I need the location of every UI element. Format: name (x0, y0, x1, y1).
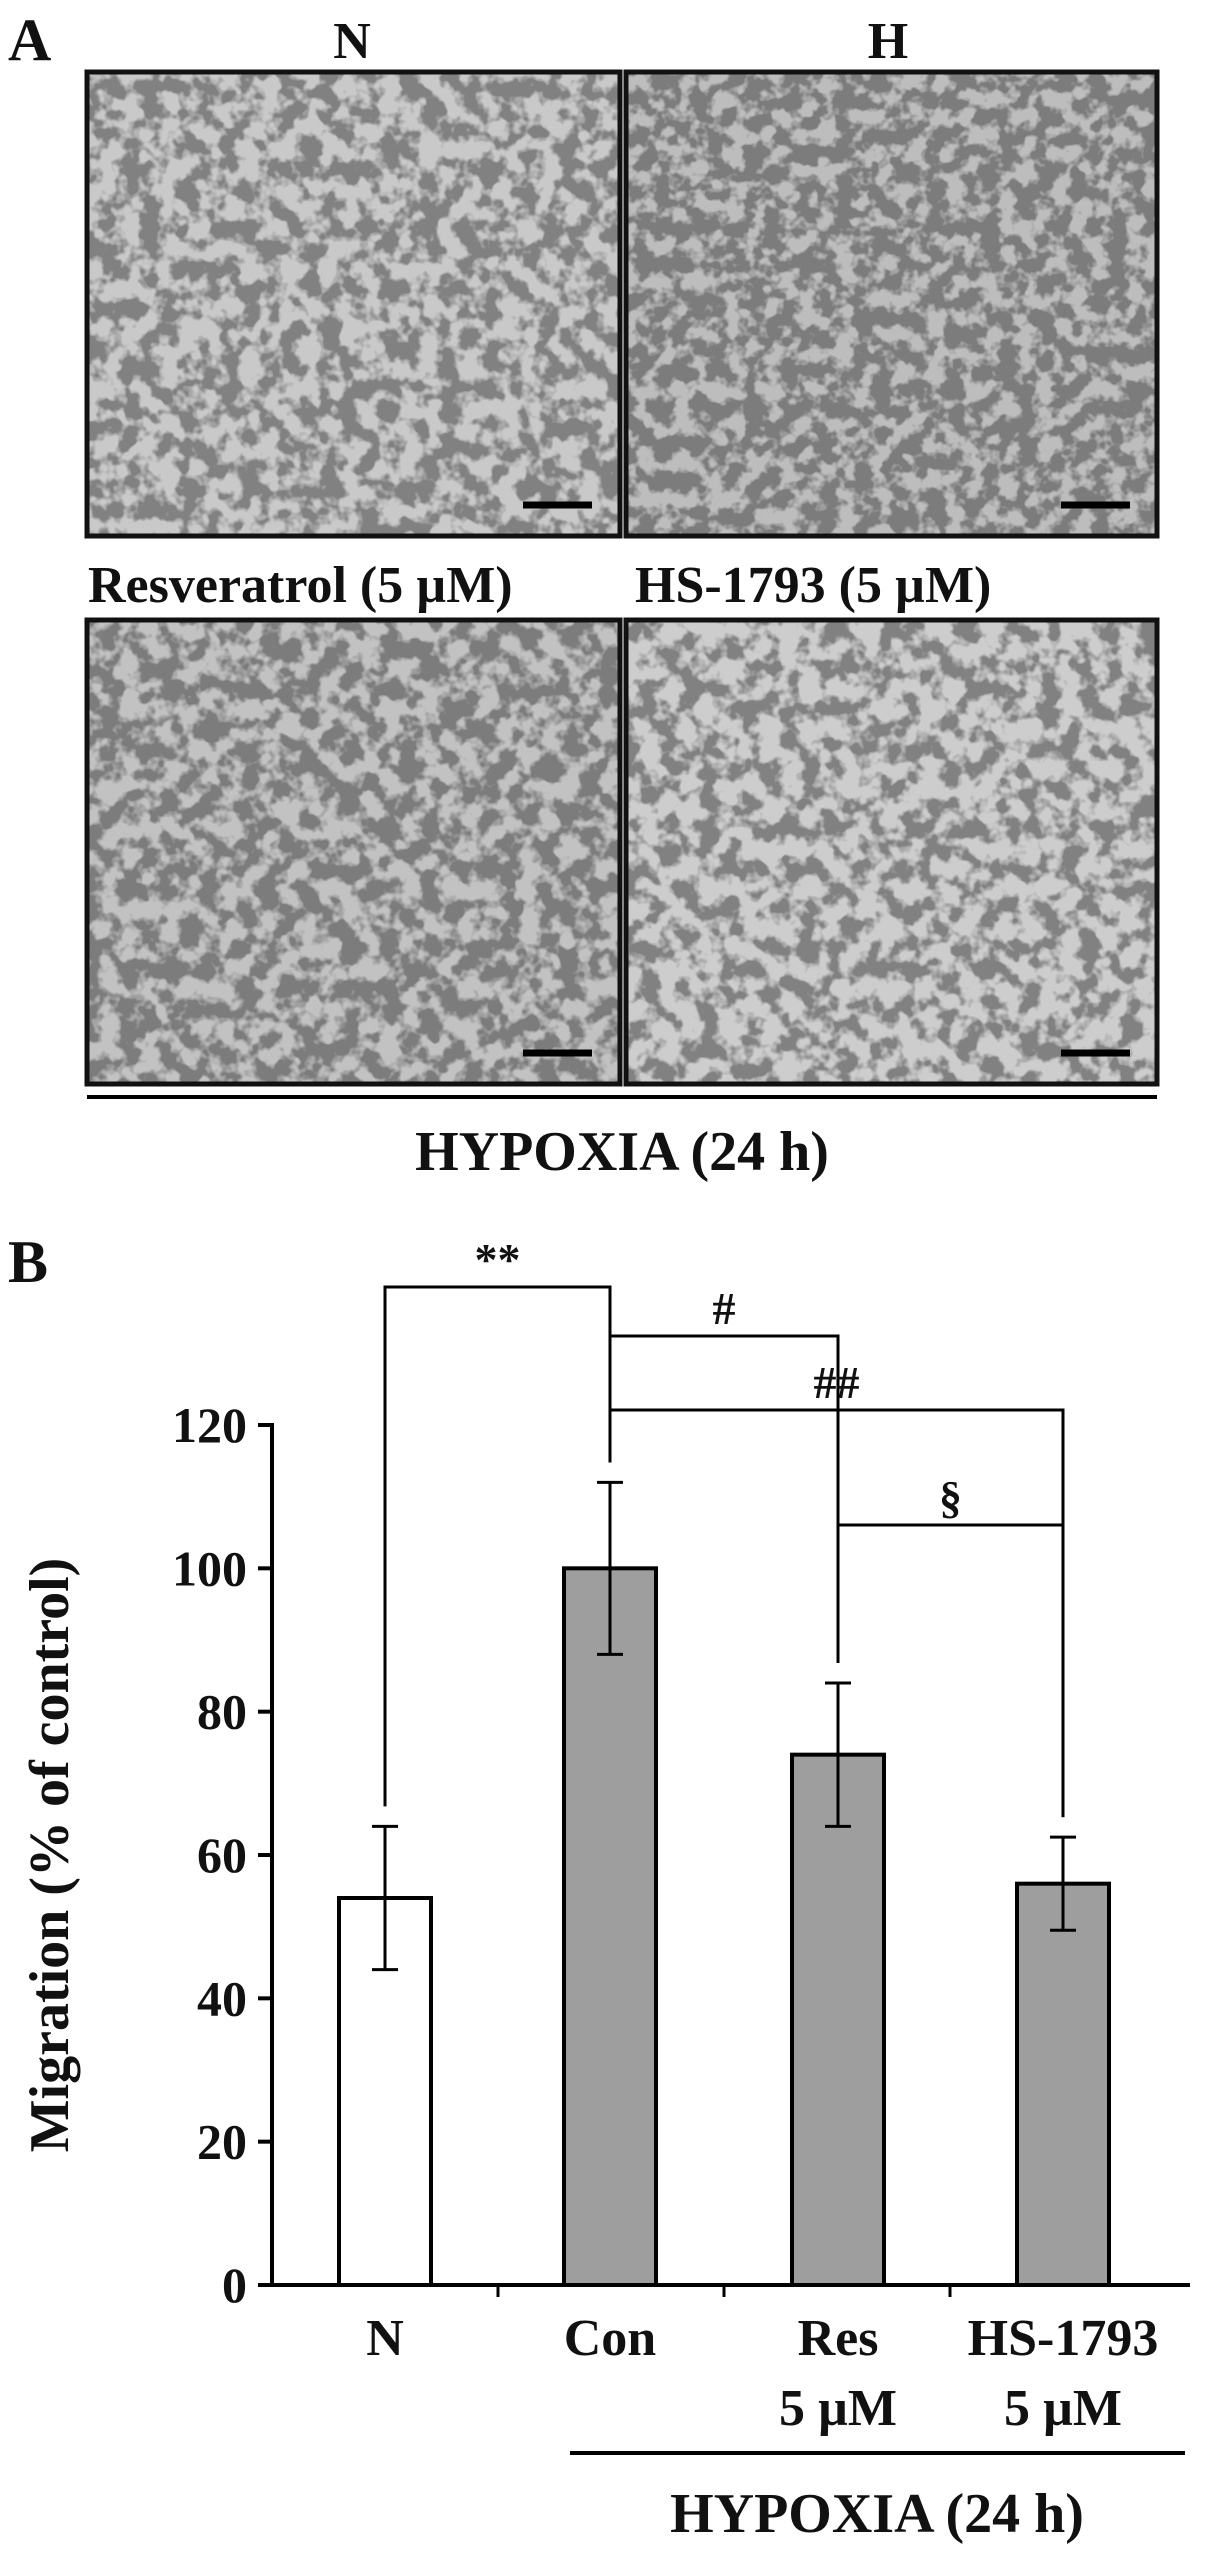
y-axis-label: Migration (% of control) (19, 1558, 81, 2153)
bar-3 (1015, 1881, 1111, 2287)
y-tick-label: 40 (197, 1970, 247, 2026)
significance-label: § (939, 1472, 962, 1523)
col-label-n: N (333, 13, 371, 70)
x-tick-label: HS-1793 (968, 2310, 1159, 2367)
micrograph-h (623, 69, 1160, 539)
migration-bar-chart: 0 20 40 60 80 100 120 Migration (% of control) N… (19, 1234, 1190, 2437)
x-tick-label: Con (564, 2310, 657, 2367)
col-label-h: H (868, 13, 908, 70)
x-tick-label: Res (798, 2310, 879, 2367)
hypoxia-label-a: HYPOXIA (24 h) (415, 1121, 829, 1183)
micrograph-hs1793 (623, 617, 1160, 1087)
panel-a-letter: A (8, 7, 51, 73)
hypoxia-label-b: HYPOXIA (24 h) (670, 2483, 1084, 2545)
significance-label: ## (814, 1357, 860, 1408)
y-tick-label: 100 (172, 1540, 247, 1596)
x-tick-label: N (366, 2310, 404, 2367)
significance-label: # (713, 1283, 736, 1334)
micrograph-n (84, 69, 623, 539)
y-tick-label: 60 (197, 1827, 247, 1883)
significance-bracket (608, 1334, 840, 1663)
panel-b-letter: B (8, 1229, 48, 1295)
row-label-resveratrol: Resveratrol (5 µM) (88, 557, 513, 614)
bar-2 (790, 1752, 886, 2287)
bar-1 (562, 1566, 658, 2288)
x-tick-label: 5 µM (779, 2380, 897, 2437)
y-tick-label: 20 (197, 2114, 247, 2170)
y-tick-label: 120 (172, 1397, 247, 1453)
micrograph-resveratrol (84, 617, 623, 1087)
x-tick-label: 5 µM (1004, 2380, 1122, 2437)
y-tick-label: 0 (222, 2257, 247, 2313)
y-tick-label: 80 (197, 1684, 247, 1740)
significance-label: ** (475, 1234, 521, 1285)
significance-bracket (836, 1523, 1065, 1818)
row-label-hs1793: HS-1793 (5 µM) (635, 557, 991, 614)
